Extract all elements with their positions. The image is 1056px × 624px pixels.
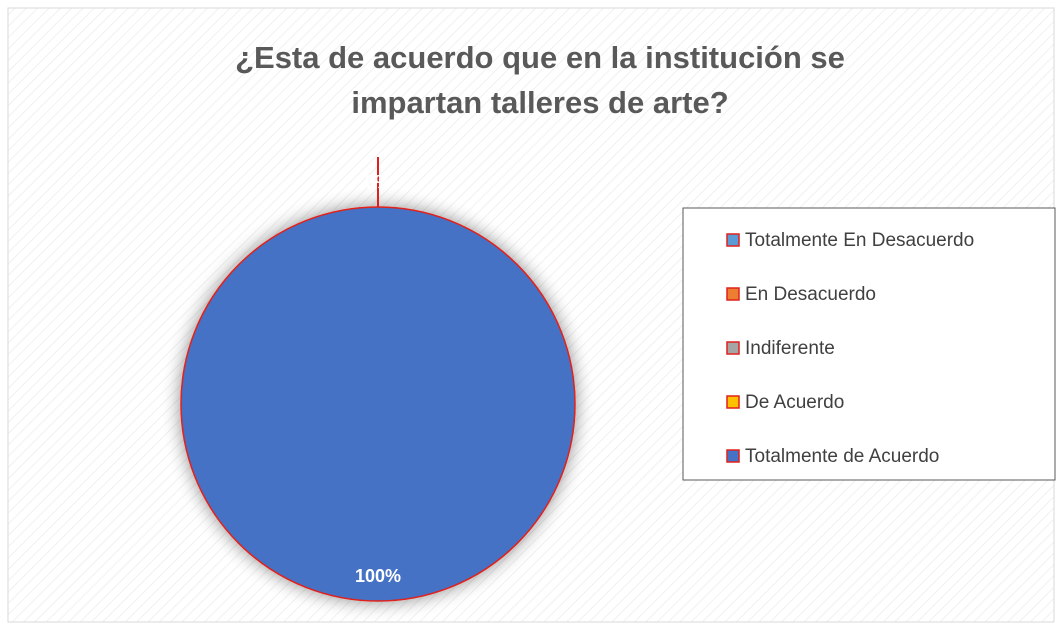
legend: Totalmente En Desacuerdo En Desacuerdo Ind… <box>726 230 974 467</box>
legend-swatch <box>726 233 740 247</box>
legend-box <box>682 207 1056 481</box>
pie <box>180 206 576 602</box>
value-labels: 0%0%0%0%100% <box>355 157 401 586</box>
legend-label: De Acuerdo <box>745 392 844 413</box>
legend-label: Totalmente En Desacuerdo <box>745 230 974 251</box>
legend-label: En Desacuerdo <box>745 284 876 305</box>
chart-title: ¿Esta de acuerdo que en la institución s… <box>235 40 845 120</box>
legend-swatch <box>726 449 740 463</box>
legend-label: Totalmente de Acuerdo <box>745 446 939 467</box>
chart-title-text: ¿Esta de acuerdo que en la institución s… <box>235 40 845 120</box>
legend-swatch <box>726 341 740 355</box>
pie-slice <box>180 206 576 602</box>
value-label: 0% <box>365 172 391 192</box>
value-label: 100% <box>355 566 401 586</box>
legend-swatch <box>726 287 740 301</box>
legend-swatch <box>726 395 740 409</box>
legend-label: Indiferente <box>745 338 835 359</box>
